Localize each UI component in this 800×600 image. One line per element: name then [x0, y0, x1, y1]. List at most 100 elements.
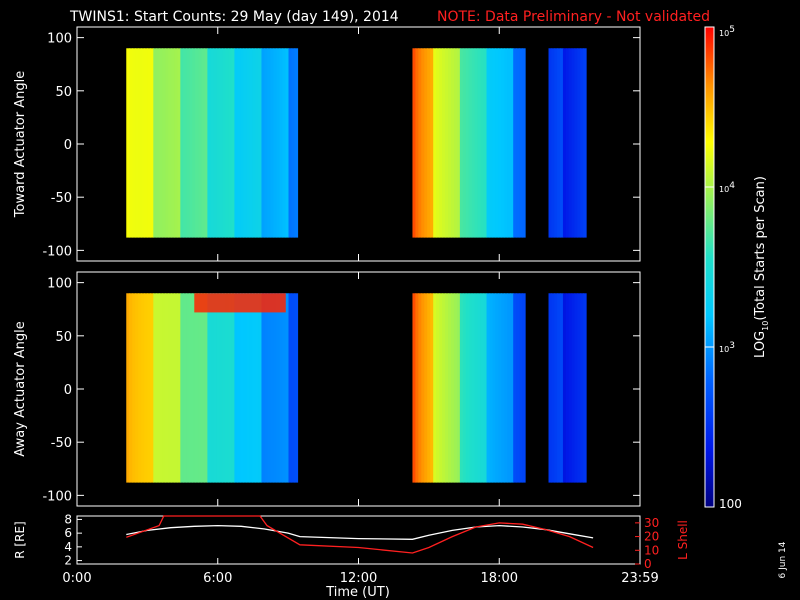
- heatmap-column: [427, 48, 431, 238]
- heatmap-column: [141, 48, 145, 238]
- heatmap-column: [465, 48, 470, 238]
- heatmap-column: [522, 48, 526, 238]
- heatmap-column: [204, 48, 208, 238]
- heatmap-column: [210, 48, 214, 238]
- heatmap-column: [489, 48, 494, 238]
- heatmap-column: [510, 293, 514, 483]
- heatmap-column: [285, 293, 290, 483]
- heatmap-column: [126, 293, 130, 483]
- heatmap-column: [171, 293, 175, 483]
- y-tick-label: -50: [51, 191, 72, 206]
- heatmap-column: [574, 293, 578, 483]
- heatmap-column: [243, 293, 248, 483]
- heatmap-column: [415, 293, 419, 483]
- heatmap-column: [159, 293, 163, 483]
- heatmap-column: [231, 48, 236, 238]
- heatmap-column: [548, 48, 552, 238]
- heatmap-column: [562, 48, 567, 238]
- heatmap-column: [270, 48, 275, 238]
- heatmap-column: [415, 48, 419, 238]
- heatmap-column: [501, 48, 505, 238]
- heatmap-column: [583, 48, 587, 238]
- heatmap-column: [171, 48, 175, 238]
- heatmap-column: [498, 48, 502, 238]
- heatmap-column: [246, 293, 251, 483]
- heatmap-column: [462, 293, 467, 483]
- lshell-tick-label: 10: [644, 543, 659, 557]
- heatmap-column: [129, 293, 133, 483]
- heatmap-column: [418, 293, 422, 483]
- heatmap-column: [294, 293, 299, 483]
- preliminary-note: NOTE: Data Preliminary - Not validated: [437, 9, 710, 25]
- heatmap-column: [522, 293, 526, 483]
- heatmap-column: [557, 293, 561, 483]
- heatmap-column: [421, 48, 425, 238]
- heatmap-column: [273, 293, 278, 483]
- y-tick-label: -100: [42, 489, 72, 504]
- heatmap-column: [448, 48, 452, 238]
- heatmap-column: [456, 48, 461, 238]
- heatmap-column: [135, 48, 139, 238]
- heatmap-column: [554, 293, 558, 483]
- r-tick-label: 6: [64, 526, 72, 540]
- heatmap-column: [270, 293, 275, 483]
- heatmap-column: [138, 293, 142, 483]
- heatmap-column: [483, 48, 488, 238]
- colorbar-tick-label: 105: [719, 25, 735, 38]
- heatmap-column: [258, 48, 263, 238]
- heatmap-column: [168, 48, 172, 238]
- away-panel: 100 50 0 -50 -100 Away Actuator Angle: [13, 271, 641, 507]
- heatmap-column: [246, 48, 251, 238]
- heatmap-column: [138, 48, 142, 238]
- heatmap-column: [126, 48, 130, 238]
- heatmap-column: [468, 293, 473, 483]
- heatmap-column: [504, 48, 508, 238]
- heatmap-column: [551, 48, 555, 238]
- time-axis-label: Time (UT): [325, 585, 390, 600]
- heatmap-column: [249, 48, 254, 238]
- lshell-series-line: [126, 515, 594, 554]
- heatmap-column: [234, 48, 239, 238]
- y-tick-label: 0: [64, 138, 72, 153]
- heatmap-column: [412, 293, 417, 483]
- heatmap-column: [177, 48, 181, 238]
- heatmap-column: [261, 293, 266, 483]
- heatmap-column: [183, 293, 187, 483]
- heatmap-column: [150, 293, 154, 483]
- heatmap-column: [483, 293, 488, 483]
- heatmap-column: [513, 293, 517, 483]
- heatmap-column: [186, 293, 190, 483]
- heatmap-column: [486, 48, 491, 238]
- heatmap-column: [583, 293, 587, 483]
- heatmap-column: [177, 293, 181, 483]
- heatmap-column: [234, 293, 239, 483]
- time-tick-label: 18:00: [481, 571, 518, 586]
- colorbar-label-suffix: (Total Starts per Scan): [753, 176, 768, 321]
- heatmap-column: [132, 48, 136, 238]
- plot-date: 6 Jun 14: [778, 541, 788, 578]
- heatmap-column: [273, 48, 278, 238]
- r-series-line: [126, 524, 594, 540]
- heatmap-column: [228, 293, 233, 483]
- heatmap-column: [471, 48, 476, 238]
- heatmap-column: [580, 48, 584, 238]
- heatmap-column: [430, 293, 434, 483]
- time-tick-label: 23:59: [621, 571, 658, 586]
- heatmap-column: [276, 48, 281, 238]
- heatmap-column: [165, 48, 169, 238]
- heatmap-column: [468, 48, 473, 238]
- heatmap-column: [294, 48, 299, 238]
- heatmap-column: [144, 48, 148, 238]
- heatmap-column: [577, 293, 581, 483]
- lshell-axis-label: L Shell: [676, 520, 690, 560]
- heatmap-column: [210, 293, 214, 483]
- time-tick-label: 0:00: [62, 571, 91, 586]
- heatmap-column: [465, 293, 470, 483]
- heatmap-column: [436, 48, 440, 238]
- heatmap-column: [565, 293, 570, 483]
- y-tick-label: 100: [47, 277, 72, 292]
- heatmap-column: [219, 293, 223, 483]
- heatmap-column: [198, 293, 202, 483]
- heatmap-column: [237, 293, 242, 483]
- heatmap-column: [489, 293, 494, 483]
